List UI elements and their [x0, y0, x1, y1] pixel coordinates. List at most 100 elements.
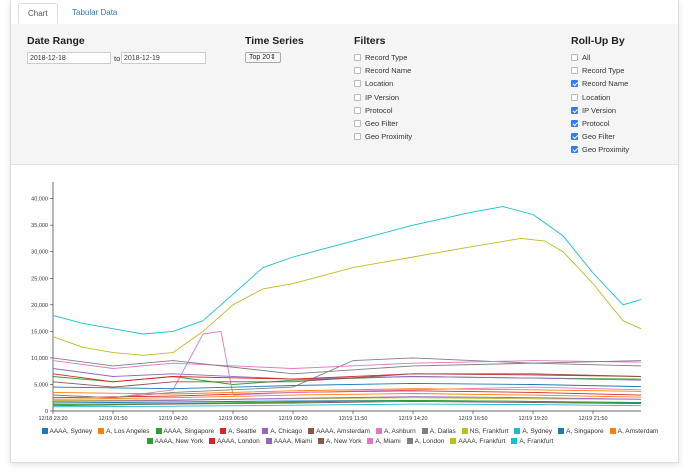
series-line	[52, 373, 642, 388]
select-arrows-icon: ⇕	[270, 54, 276, 61]
legend-label: AAAA, London	[217, 438, 260, 445]
series-line	[52, 400, 642, 407]
filter-option[interactable]: IP Version	[354, 93, 399, 105]
y-tick-label: 25,000	[31, 276, 48, 282]
x-tick-label: 12/18 23:20	[38, 416, 67, 422]
legend-item[interactable]: A, Amsterdam	[609, 427, 658, 437]
legend-label: A, Frankfurt	[519, 438, 554, 445]
legend-item[interactable]: AAAA, Miami	[265, 437, 313, 447]
rollup-checkbox[interactable]	[571, 133, 578, 141]
legend-item[interactable]: A, Los Angeles	[98, 427, 150, 437]
to-label: to	[114, 54, 121, 63]
date-to-input[interactable]: 2018-12-19	[121, 52, 206, 64]
rollup-option[interactable]: Protocol	[571, 119, 610, 131]
legend-item[interactable]: A, New York	[318, 437, 361, 447]
rollup-option-label: All	[582, 53, 591, 62]
y-tick-label: 30,000	[31, 250, 48, 256]
filter-checkbox[interactable]	[354, 80, 361, 88]
legend-swatch	[461, 428, 468, 434]
rollup-checkbox[interactable]	[571, 93, 578, 101]
rollup-checkbox[interactable]	[571, 54, 578, 61]
x-tick-label: 12/19 09:20	[278, 416, 307, 422]
time-series-title: Time Series	[245, 35, 304, 47]
series-line	[52, 393, 642, 400]
rollup-option[interactable]: Record Type	[571, 66, 624, 78]
legend-item[interactable]: AAAA, Frankfurt	[450, 437, 505, 447]
filters-title: Filters	[354, 35, 386, 47]
rollup-option[interactable]: IP Version	[571, 106, 616, 118]
filter-option-label: IP Version	[365, 92, 400, 102]
rollup-option[interactable]: Record Name	[571, 79, 628, 91]
filter-checkbox[interactable]	[354, 106, 361, 114]
legend-swatch	[511, 438, 518, 444]
filter-option[interactable]: Location	[354, 79, 393, 91]
date-from-input[interactable]: 2018-12-18	[27, 52, 111, 64]
rollup-option[interactable]: Location	[571, 93, 610, 105]
filter-checkbox[interactable]	[354, 120, 361, 127]
legend-swatch	[265, 438, 272, 444]
legend-item[interactable]: A, Chicago	[262, 427, 302, 437]
legend-item[interactable]: A, Seattle	[220, 427, 256, 437]
legend-label: A, New York	[326, 438, 362, 445]
filters-panel: Date Range 2018-12-18 to 2018-12-19 Time…	[11, 24, 678, 165]
legend-item[interactable]: A, Miami	[367, 437, 401, 447]
filter-option-label: Record Type	[365, 53, 408, 62]
y-tick-label: 15,000	[31, 329, 48, 335]
legend-label: AAAA, Singapore	[163, 428, 215, 435]
series-line	[52, 396, 642, 402]
rollup-checkbox[interactable]	[571, 67, 578, 75]
rollup-option[interactable]: Geo Filter	[571, 132, 615, 144]
legend-label: A, Dallas	[429, 428, 456, 435]
filter-checkbox[interactable]	[354, 67, 361, 75]
legend-swatch	[367, 438, 374, 444]
rollup-checkbox[interactable]	[571, 106, 578, 114]
rollup-checkbox[interactable]	[571, 120, 578, 127]
tab-chart[interactable]: Chart	[18, 3, 58, 24]
legend-item[interactable]: AAAA, London	[209, 437, 260, 447]
filter-option[interactable]: Protocol	[354, 106, 393, 118]
filter-option-label: Record Name	[365, 66, 412, 76]
rollup-title: Roll-Up By	[571, 35, 625, 47]
series-line	[52, 399, 642, 406]
legend-swatch	[450, 438, 457, 444]
filter-option[interactable]: Record Name	[354, 66, 411, 78]
filter-checkbox[interactable]	[354, 93, 361, 101]
legend-item[interactable]: A, Ashburn	[375, 427, 416, 437]
x-tick-label: 12/19 01:50	[98, 416, 127, 422]
filter-checkbox[interactable]	[354, 133, 361, 141]
legend-label: AAAA, Miami	[273, 438, 313, 445]
rollup-option[interactable]: Geo Proximity	[571, 145, 629, 157]
filter-option[interactable]: Geo Filter	[354, 119, 398, 131]
legend-item[interactable]: AAAA, Sydney	[41, 427, 92, 437]
filter-option[interactable]: Geo Proximity	[354, 132, 412, 144]
legend-item[interactable]: AAAA, Singapore	[155, 427, 215, 437]
app-frame: Chart Tabular Data Date Range 2018-12-18…	[10, 0, 679, 463]
filter-option-label: Geo Filter	[365, 119, 398, 128]
rollup-checkbox[interactable]	[571, 80, 578, 88]
legend-item[interactable]: AAAA, New York	[146, 437, 203, 447]
rollup-option[interactable]: All	[571, 53, 590, 65]
x-tick-label: 12/19 14:20	[398, 416, 427, 422]
legend-item[interactable]: AAAA, Amsterdam	[308, 427, 370, 437]
filter-option[interactable]: Record Type	[354, 53, 407, 65]
filter-checkbox[interactable]	[354, 54, 361, 61]
legend-item[interactable]: NS, Frankfurt	[461, 427, 508, 437]
time-series-chart: 0 5,000 10,000 15,000 20,000 25,000 30,000 35,0…	[31, 182, 642, 422]
legend-item[interactable]: A, Singapore	[558, 427, 604, 437]
tab-tabular-data[interactable]: Tabular Data	[72, 8, 118, 17]
legend-label: A, Ashburn	[383, 428, 416, 435]
series-line	[52, 237, 642, 356]
legend-swatch	[375, 428, 382, 434]
legend-swatch	[406, 438, 413, 444]
legend-item[interactable]: A, Sydney	[514, 427, 552, 437]
legend-item[interactable]: A, London	[406, 437, 444, 447]
legend-swatch	[220, 428, 227, 434]
legend-item[interactable]: A, Dallas	[421, 427, 456, 437]
time-series-select[interactable]: Top 20⇕	[245, 52, 281, 63]
series-line	[52, 206, 642, 335]
y-tick-label: 0	[45, 409, 48, 415]
y-tick-label: 35,000	[31, 223, 48, 229]
rollup-option-label: Record Name	[582, 79, 629, 89]
rollup-checkbox[interactable]	[571, 146, 578, 154]
legend-item[interactable]: A, Frankfurt	[511, 437, 553, 447]
